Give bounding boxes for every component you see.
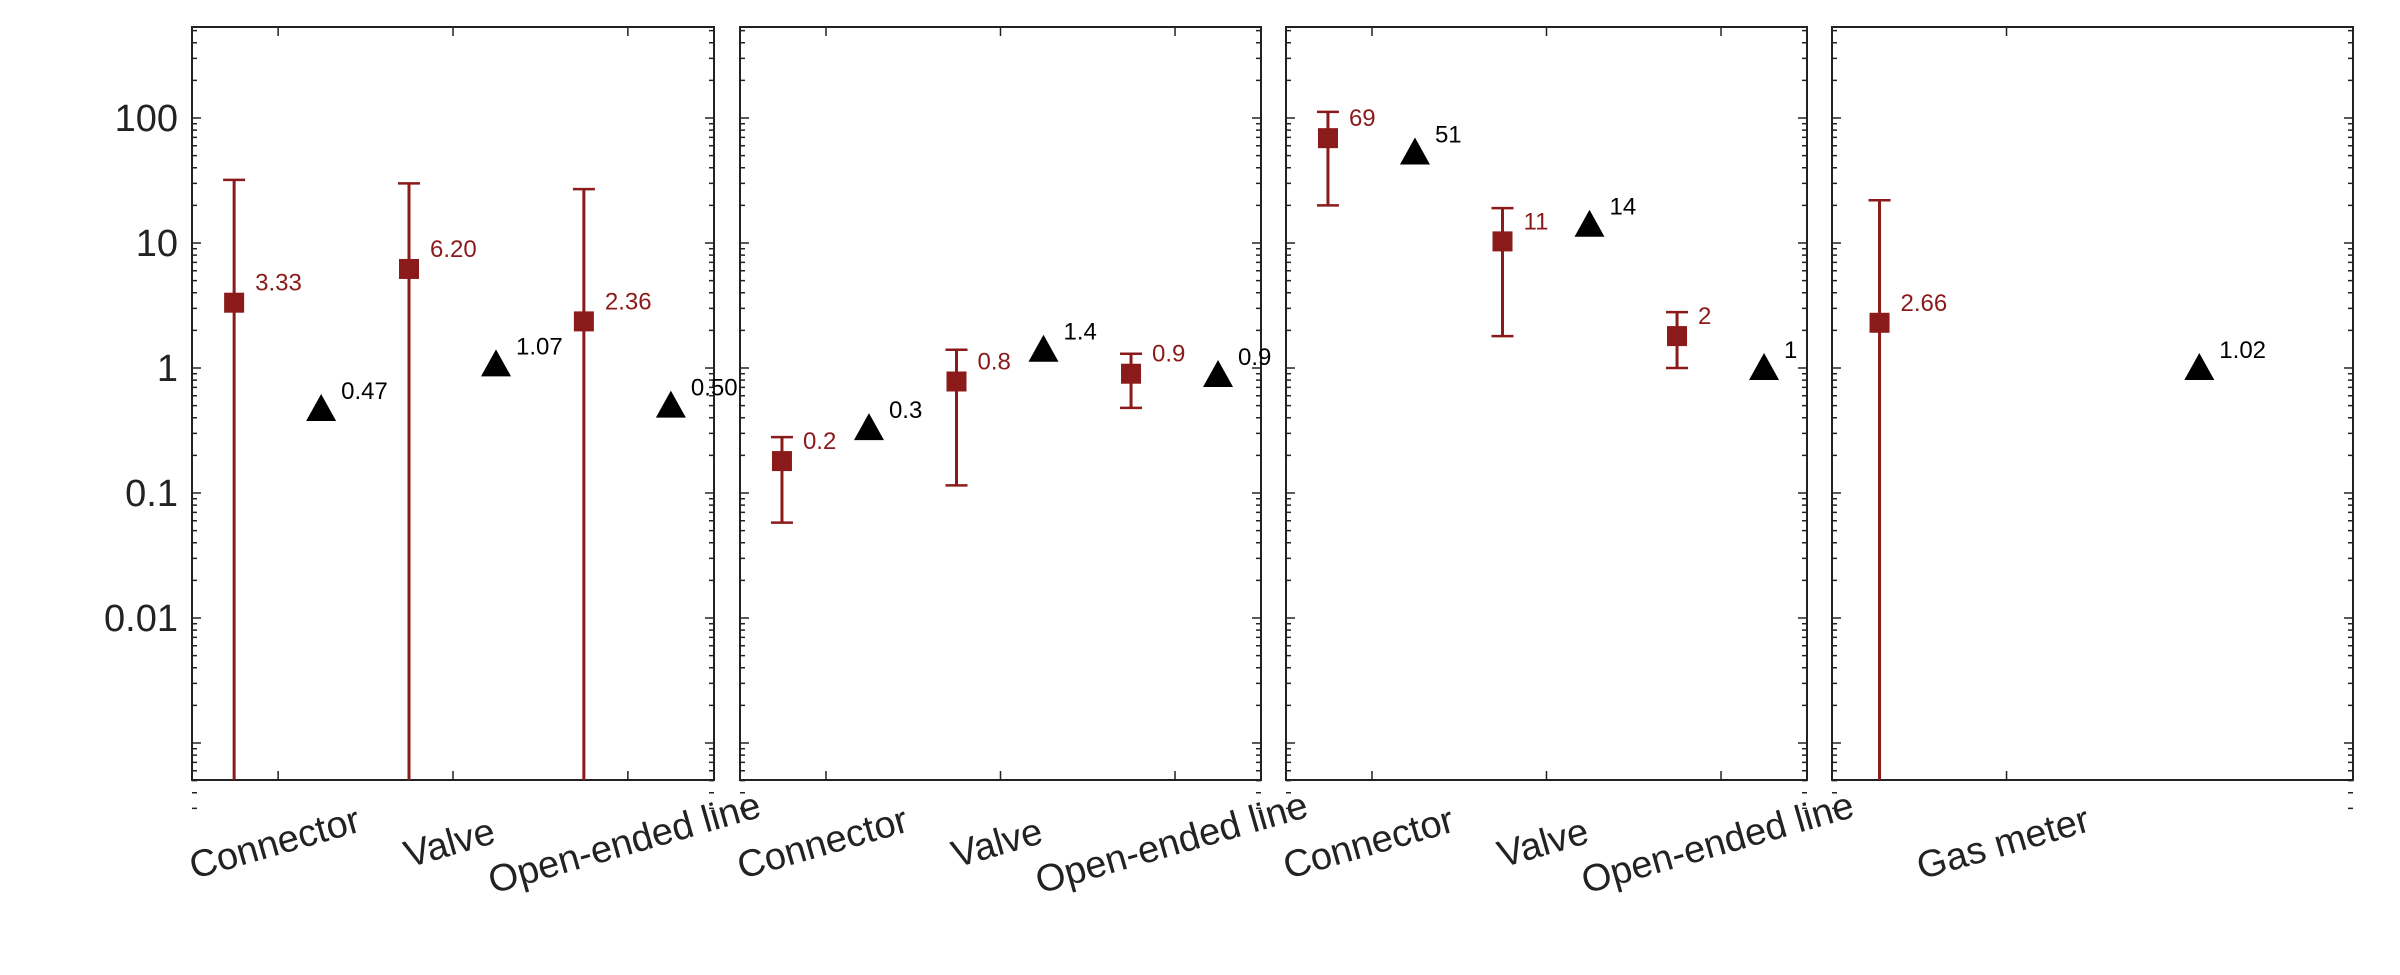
model-marker bbox=[655, 390, 686, 418]
measured-marker bbox=[1667, 326, 1688, 347]
measured-data-label: 0.2 bbox=[803, 428, 836, 455]
y-tick-label: 1 bbox=[157, 348, 178, 390]
measured-marker bbox=[1121, 363, 1142, 384]
model-data-label: 51 bbox=[1435, 121, 1462, 148]
model-marker bbox=[1203, 359, 1234, 387]
measured-data-label: 69 bbox=[1349, 105, 1376, 132]
measured-marker bbox=[1317, 128, 1338, 149]
y-tick-label: 100 bbox=[115, 98, 178, 140]
measured-data-label: 2.36 bbox=[605, 288, 652, 315]
measured-marker bbox=[399, 258, 419, 279]
measured-data-label: 2.66 bbox=[1901, 290, 1948, 317]
model-data-label: 0.3 bbox=[889, 397, 922, 424]
y-tick-label: 0.01 bbox=[104, 598, 178, 640]
measured-data-label: 0.8 bbox=[978, 348, 1011, 375]
plot-frame bbox=[1285, 26, 1808, 781]
model-marker bbox=[306, 393, 337, 421]
x-category-label: Open-ended line bbox=[1031, 785, 1313, 903]
model-marker bbox=[1399, 137, 1430, 165]
x-category-label: Gas meter bbox=[1912, 799, 2094, 888]
model-marker bbox=[481, 349, 511, 377]
plot-frame bbox=[191, 26, 715, 781]
model-marker bbox=[853, 413, 884, 441]
y-tick-label: 0.1 bbox=[125, 473, 178, 515]
model-data-label: 1.4 bbox=[1064, 319, 1097, 346]
measured-marker bbox=[1492, 231, 1513, 252]
panel-4: Gas meter 2.66 1.02 bbox=[1831, 26, 2354, 888]
x-category-label: Open-ended line bbox=[1577, 785, 1859, 903]
plot-frame bbox=[1831, 26, 2354, 781]
measured-data-label: 0.9 bbox=[1152, 341, 1185, 368]
model-marker bbox=[1749, 353, 1780, 380]
measured-marker bbox=[946, 371, 967, 392]
model-data-label: 0.47 bbox=[341, 378, 388, 405]
model-data-label: 14 bbox=[1610, 194, 1637, 221]
measured-data-label: 11 bbox=[1524, 208, 1549, 235]
model-marker bbox=[1574, 209, 1605, 237]
x-category-label: Open-ended line bbox=[484, 785, 766, 903]
y-tick-label: 10 bbox=[136, 223, 178, 265]
measured-marker bbox=[1869, 312, 1890, 333]
x-category-label: Connector bbox=[185, 799, 365, 888]
model-data-label: 0.9 bbox=[1238, 344, 1271, 371]
measured-data-label: 6.20 bbox=[430, 236, 477, 263]
model-data-label: 1 bbox=[1784, 337, 1797, 364]
plot-frame bbox=[739, 26, 1262, 781]
model-marker bbox=[2184, 353, 2215, 380]
measured-data-label: 2 bbox=[1698, 303, 1711, 330]
model-data-label: 1.02 bbox=[2219, 337, 2266, 364]
measured-marker bbox=[224, 292, 245, 313]
measured-marker bbox=[771, 451, 792, 472]
model-data-label: 1.07 bbox=[516, 333, 563, 360]
measured-marker bbox=[573, 311, 594, 332]
model-data-label: 0.50 bbox=[691, 375, 738, 402]
model-marker bbox=[1028, 334, 1059, 362]
measured-data-label: 3.33 bbox=[255, 270, 302, 297]
